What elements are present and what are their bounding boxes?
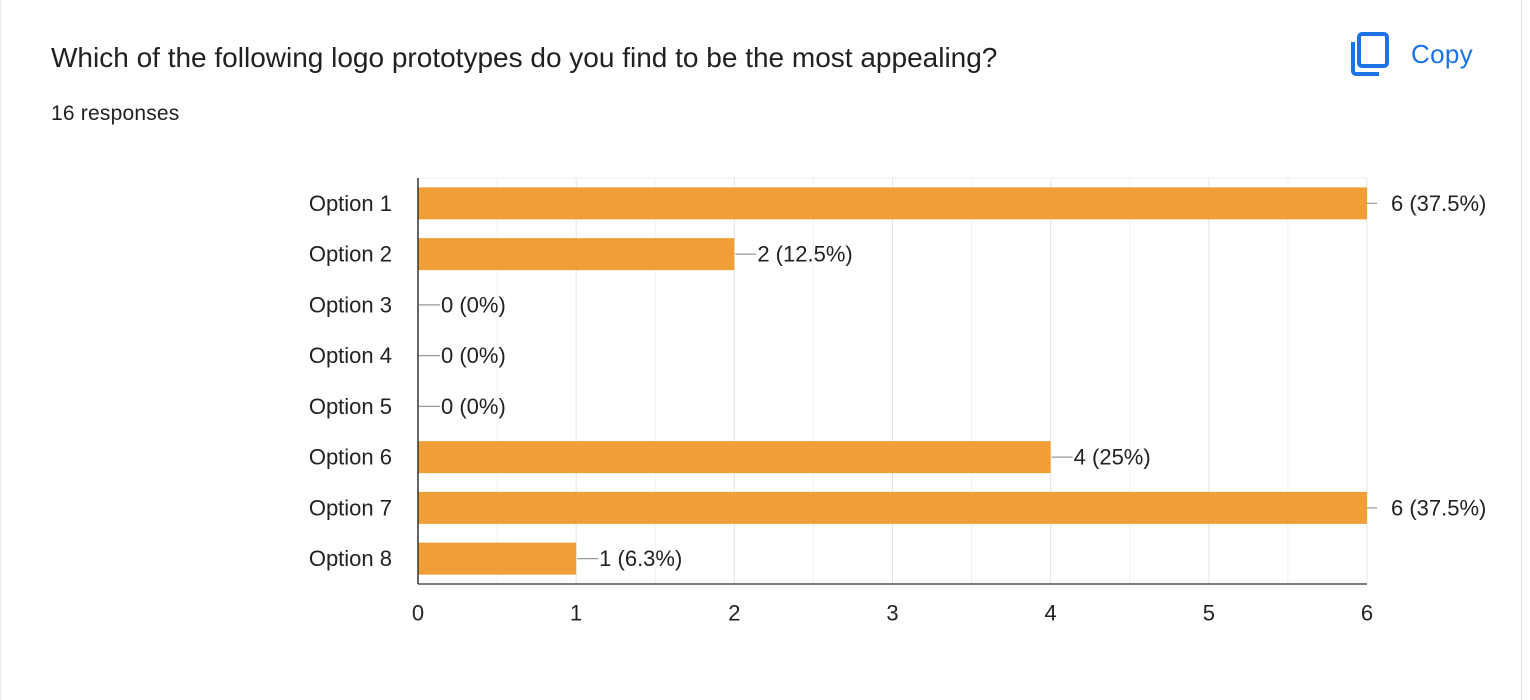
x-tick-label: 2	[728, 601, 740, 626]
x-tick-label: 5	[1203, 601, 1215, 626]
category-label: Option 1	[309, 191, 392, 216]
category-label: Option 6	[309, 445, 392, 470]
response-count: 16 responses	[51, 102, 180, 125]
data-label: 0 (0%)	[441, 292, 506, 317]
data-label: 6 (37.5%)	[1391, 495, 1486, 520]
copy-button[interactable]: Copy	[1349, 32, 1473, 76]
bar	[418, 491, 1367, 524]
x-tick-label: 6	[1361, 601, 1373, 626]
copy-icon	[1351, 32, 1389, 76]
bar	[418, 542, 577, 575]
bar	[418, 441, 1051, 474]
category-label: Option 7	[309, 495, 392, 520]
data-label: 0 (0%)	[441, 343, 506, 368]
x-tick-label: 3	[886, 601, 898, 626]
bar	[418, 238, 735, 271]
data-label: 4 (25%)	[1074, 445, 1151, 470]
category-label: Option 3	[309, 292, 392, 317]
x-tick-label: 1	[570, 601, 582, 626]
category-label: Option 4	[309, 343, 392, 368]
data-label: 6 (37.5%)	[1391, 191, 1486, 216]
data-label: 0 (0%)	[441, 394, 506, 419]
question-title: Which of the following logo prototypes d…	[51, 42, 998, 73]
bar	[418, 187, 1367, 220]
data-label: 2 (12.5%)	[757, 242, 852, 267]
category-label: Option 8	[309, 546, 392, 571]
category-label: Option 2	[309, 242, 392, 267]
copy-label: Copy	[1411, 39, 1473, 69]
x-tick-label: 4	[1045, 601, 1057, 626]
x-tick-label: 0	[412, 601, 424, 626]
category-label: Option 5	[309, 394, 392, 419]
data-label: 1 (6.3%)	[599, 546, 682, 571]
